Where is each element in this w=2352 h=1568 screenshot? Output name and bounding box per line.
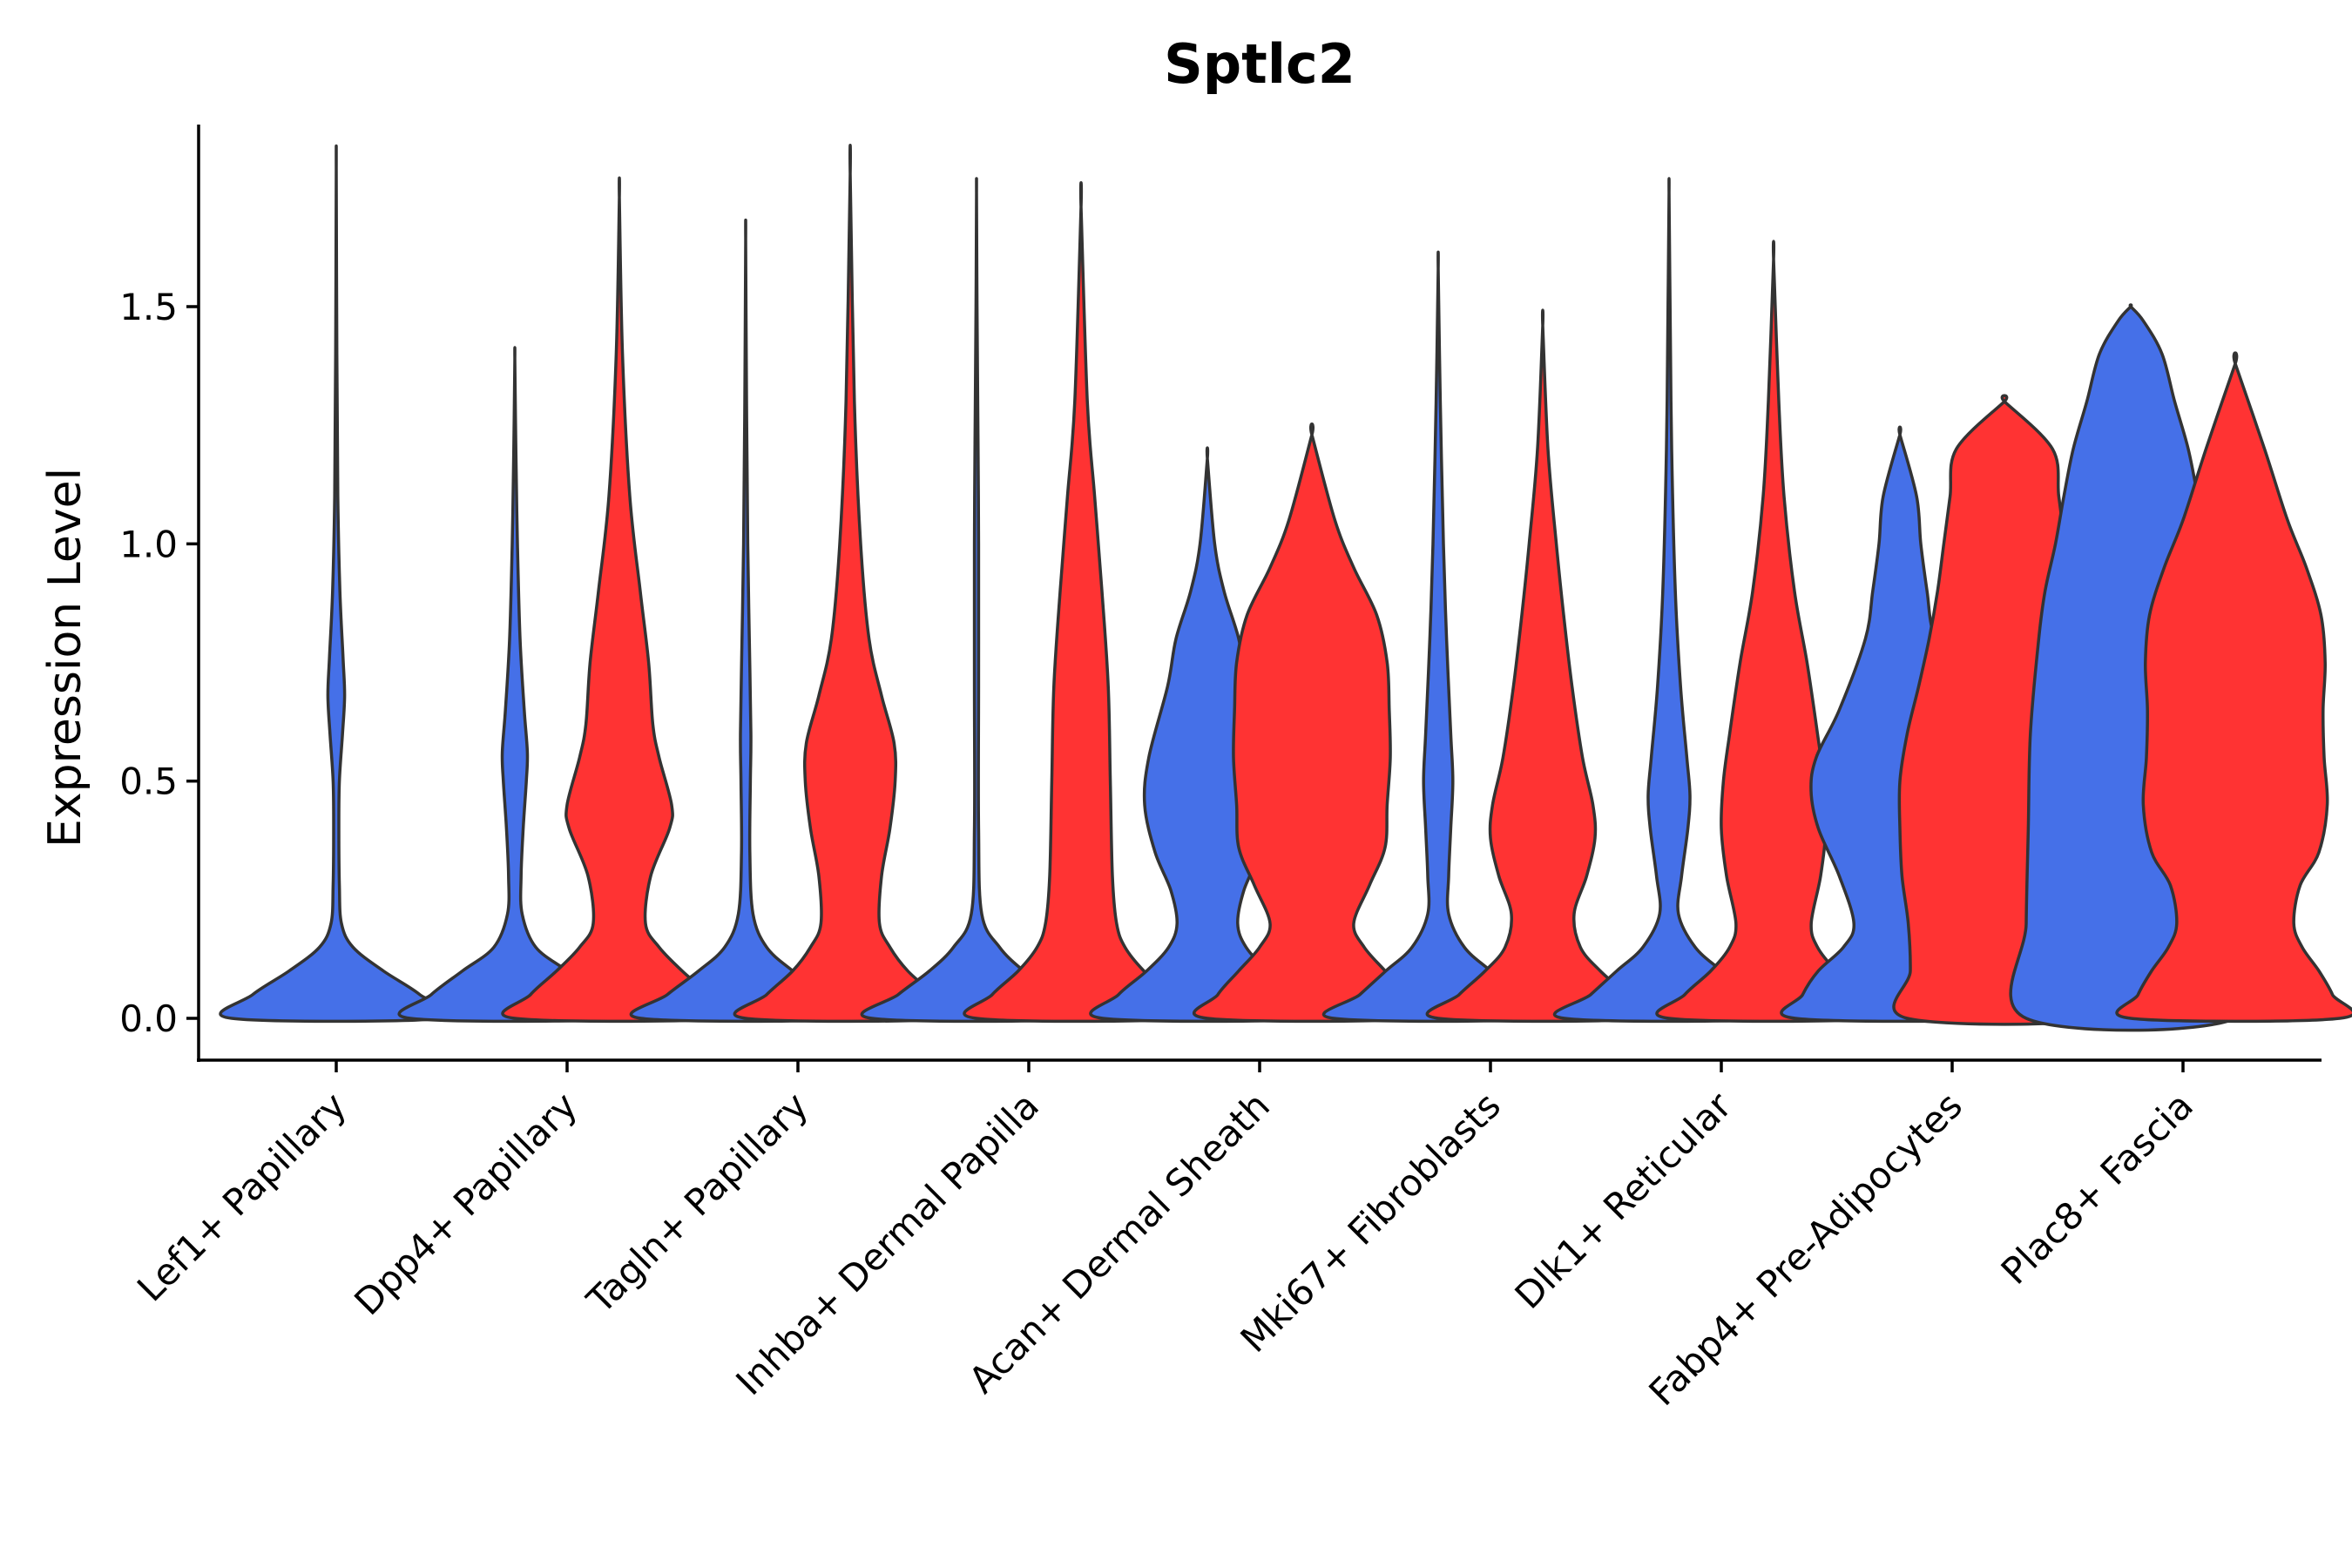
x-tick-label: Dpp4+ Papillary	[346, 1084, 585, 1323]
violin-dpp4-papillary-group-2	[501, 176, 738, 1024]
violin-mki67-fibroblasts-group-1	[1321, 250, 1555, 1024]
violin-plot-area	[219, 144, 2352, 1032]
y-axis-label: Expression Level	[39, 468, 91, 848]
violin-dpp4-papillary-group-1	[397, 346, 632, 1024]
x-tick-label: Plac8+ Fascia	[1993, 1084, 2201, 1292]
x-tick-label: Mki67+ Fibroblasts	[1233, 1084, 1509, 1360]
violin-tagln-papillary-group-1	[629, 218, 862, 1024]
violin-acan-dermal-sheath-group-2	[1192, 422, 1432, 1024]
violin-lef1-papillary-group-1	[219, 145, 454, 1024]
x-tick-label: Dlk1+ Reticular	[1507, 1084, 1740, 1317]
x-tick-label: Lef1+ Papillary	[129, 1084, 355, 1309]
y-tick-label: 1.5	[119, 286, 178, 328]
y-axis-ticks: 0.0 0.5 1.0 1.5	[119, 286, 199, 1040]
violin-dlk1-reticular-group-2	[1655, 240, 1892, 1024]
x-tick-label: Tagln+ Papillary	[578, 1084, 816, 1321]
violin-inhba-dermal-papilla-group-2	[963, 181, 1200, 1024]
violin-mki67-fibroblasts-group-2	[1425, 308, 1660, 1024]
y-tick-label: 0.5	[119, 760, 178, 803]
violin-dlk1-reticular-group-1	[1552, 177, 1786, 1024]
y-tick-label: 0.0	[119, 997, 178, 1040]
violin-tagln-papillary-group-2	[733, 144, 968, 1024]
violin-plac8-fascia-group-2	[2115, 351, 2352, 1024]
y-tick-label: 1.0	[119, 523, 178, 565]
chart-title: Sptlc2	[1164, 32, 1355, 96]
violin-acan-dermal-sheath-group-1	[1089, 446, 1326, 1024]
violin-inhba-dermal-papilla-group-1	[860, 177, 1093, 1024]
